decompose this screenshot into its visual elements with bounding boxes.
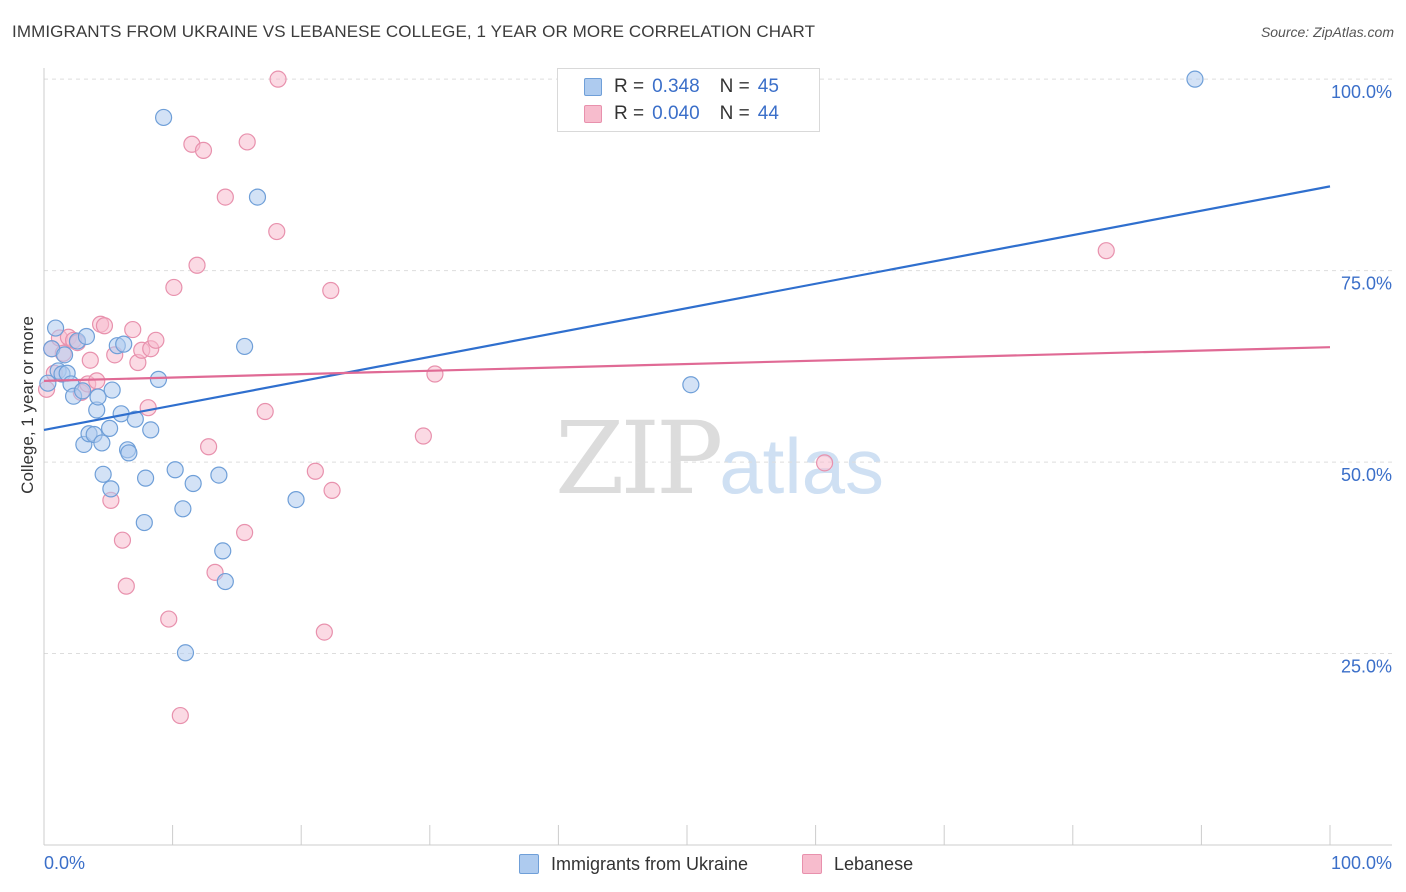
lebanese-point — [188, 256, 206, 274]
ukraine-point — [94, 465, 112, 483]
lebanese-point — [256, 402, 274, 421]
ukraine-point — [287, 491, 305, 509]
ukraine-point — [77, 327, 96, 346]
legend-label-ukraine: Immigrants from Ukraine — [551, 853, 749, 874]
lebanese-point — [95, 317, 114, 335]
y-axis-label-wrap: College, 1 year or more — [16, 250, 40, 560]
ukraine-point — [248, 188, 267, 206]
ukraine-point — [236, 337, 254, 356]
watermark-zip: ZIP — [555, 400, 723, 517]
lebanese-point — [171, 706, 189, 725]
lebanese-point — [306, 462, 324, 480]
stats-legend-row-lebanese: R = 0.040 N = 44 — [584, 103, 779, 125]
lebanese-point — [194, 141, 213, 159]
source-label: Source: ZipAtlas.com — [1260, 24, 1394, 40]
ukraine-point — [176, 644, 195, 662]
ukraine-swatch — [584, 78, 602, 96]
ukraine-point — [120, 444, 138, 462]
lebanese-point — [113, 531, 132, 549]
ukraine-point — [166, 461, 184, 479]
ukraine-point — [1186, 70, 1204, 88]
ukraine-point — [89, 388, 107, 406]
ukraine-point — [55, 346, 74, 364]
legend-swatch-lebanese — [802, 854, 822, 874]
ukraine-point — [682, 376, 700, 394]
lebanese-point — [81, 351, 99, 369]
ukraine-point — [115, 335, 133, 353]
lebanese-n-label: N = — [719, 103, 750, 124]
lebanese-point — [165, 278, 183, 297]
x-tick-label: 100.0% — [1331, 853, 1392, 873]
y-tick-label: 100.0% — [1331, 82, 1392, 102]
lebanese-point — [236, 523, 254, 542]
watermark-atlas: atlas — [719, 422, 885, 510]
lebanese-r-value: 0.040 — [652, 103, 700, 124]
lebanese-point — [414, 427, 432, 445]
lebanese-trend-line — [43, 346, 1331, 382]
lebanese-point — [139, 399, 157, 417]
ukraine-point — [174, 500, 192, 518]
ukraine-point — [136, 469, 155, 487]
y-tick-label: 25.0% — [1341, 657, 1392, 677]
lebanese-point — [160, 610, 178, 628]
chart-title: IMMIGRANTS FROM UKRAINE VS LEBANESE COLL… — [12, 22, 816, 41]
y-axis-label: College, 1 year or more — [18, 316, 37, 494]
ukraine-point — [154, 108, 173, 127]
lebanese-point — [816, 454, 834, 472]
lebanese-point — [88, 372, 106, 390]
stats-legend-row-ukraine: R = 0.348 N = 45 — [584, 76, 779, 98]
lebanese-point — [238, 133, 256, 151]
lebanese-point — [124, 320, 142, 339]
lebanese-n-value: 44 — [757, 103, 779, 124]
ukraine-point — [126, 410, 144, 428]
lebanese-swatch — [584, 105, 602, 123]
ukraine-n-value: 45 — [757, 76, 779, 97]
legend-item-lebanese[interactable]: Lebanese — [802, 852, 913, 876]
lebanese-point — [269, 70, 287, 88]
legend-label-lebanese: Lebanese — [834, 853, 914, 874]
watermark: ZIPatlas — [555, 400, 884, 517]
legend-swatch-ukraine — [519, 854, 539, 874]
ukraine-trend-line — [43, 185, 1331, 431]
ukraine-point — [103, 381, 121, 399]
lebanese-point — [200, 438, 218, 456]
ukraine-point — [214, 542, 232, 560]
ukraine-point — [149, 370, 168, 388]
ukraine-point — [46, 319, 65, 337]
ukraine-point — [93, 434, 111, 452]
y-tick-label: 75.0% — [1341, 274, 1392, 294]
lebanese-point — [117, 577, 135, 595]
ukraine-point — [135, 513, 153, 532]
stats-legend: R = 0.348 N = 45 R = 0.040 N = 44 — [557, 68, 820, 132]
lebanese-point — [1097, 242, 1115, 260]
ukraine-point — [210, 466, 228, 484]
ukraine-point — [39, 374, 57, 392]
ukraine-point — [216, 572, 234, 591]
lebanese-point — [216, 188, 234, 206]
lebanese-point — [322, 281, 340, 300]
x-tick-label: 0.0% — [44, 853, 85, 873]
ukraine-point — [73, 382, 92, 400]
legend-item-ukraine[interactable]: Immigrants from Ukraine — [519, 852, 748, 876]
ukraine-point — [142, 421, 160, 439]
ukraine-point — [102, 480, 120, 498]
lebanese-point — [268, 222, 286, 241]
y-tick-label: 50.0% — [1341, 465, 1392, 485]
ukraine-r-label: R = — [614, 76, 645, 97]
ukraine-r-value: 0.348 — [652, 76, 700, 97]
ukraine-point — [100, 419, 119, 437]
lebanese-point — [323, 481, 341, 500]
lebanese-r-label: R = — [614, 103, 645, 124]
ukraine-n-label: N = — [719, 76, 750, 97]
lebanese-point — [315, 623, 333, 641]
lebanese-point — [426, 365, 444, 383]
ukraine-point — [184, 474, 202, 493]
lebanese-point — [147, 331, 165, 349]
